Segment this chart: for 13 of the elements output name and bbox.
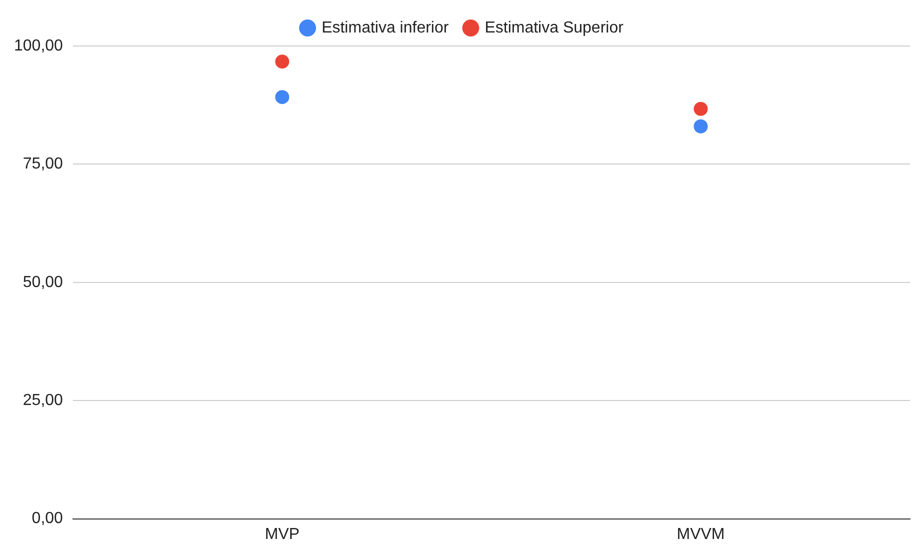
point <box>275 54 290 69</box>
legend-label: Estimativa Superior <box>484 19 624 36</box>
y-tick-label: 25,00 <box>22 392 64 410</box>
x-tick-label: MVP <box>264 526 300 543</box>
y-tick-label: 0,00 <box>32 510 64 528</box>
y-tick-label: 75,00 <box>22 156 64 173</box>
x-tick-label: MVVM <box>676 526 725 543</box>
legend-label: Estimativa inferior <box>322 19 450 36</box>
y-tick-label: 50,00 <box>22 274 64 291</box>
y-tick-label: 100,00 <box>14 37 64 54</box>
point <box>275 90 290 104</box>
point <box>694 119 708 134</box>
point <box>694 102 708 116</box>
